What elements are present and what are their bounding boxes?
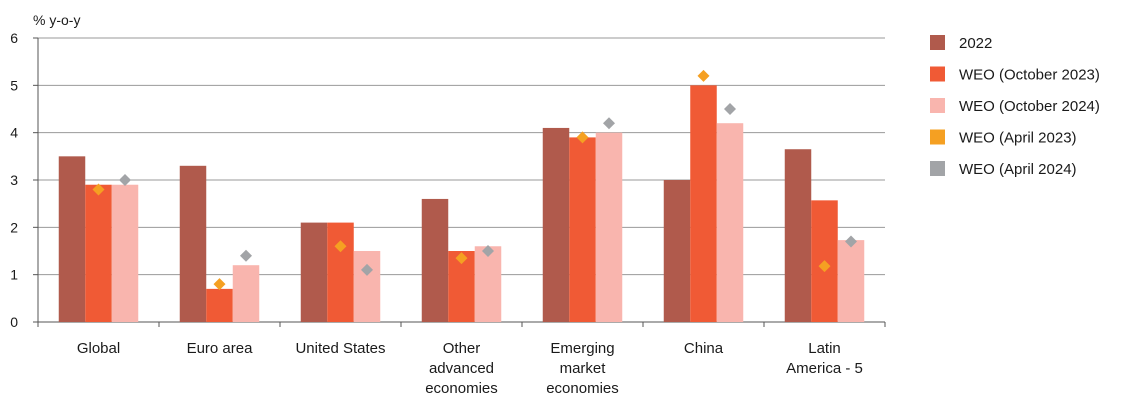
legend-label: WEO (October 2023) xyxy=(959,67,1100,84)
x-tick-label: United States xyxy=(295,340,385,357)
bar xyxy=(421,198,449,322)
gridlines xyxy=(38,37,885,276)
x-tick-label: China xyxy=(684,340,724,357)
bar xyxy=(595,132,623,322)
bar xyxy=(569,137,596,322)
bar xyxy=(85,184,112,322)
y-tick-label: 0 xyxy=(10,314,18,330)
x-tick-labels: Global Euro area United States Other advance… xyxy=(77,340,863,397)
legend-swatch xyxy=(930,161,945,176)
marker-diamond xyxy=(213,278,226,291)
marker-diamond xyxy=(334,240,347,253)
bar xyxy=(837,240,865,322)
bar xyxy=(179,165,207,322)
y-tick-label: 2 xyxy=(10,219,18,235)
y-tick-label: 3 xyxy=(10,172,18,188)
bar xyxy=(111,184,139,322)
bar xyxy=(58,156,86,322)
bar xyxy=(474,246,502,322)
marker-diamond xyxy=(697,69,710,82)
marker-diamond xyxy=(361,263,373,276)
bar xyxy=(784,149,812,322)
x-tick-label: Emerging market economies xyxy=(546,340,619,396)
bar xyxy=(206,288,233,322)
bar xyxy=(327,222,354,322)
legend-swatch xyxy=(930,129,945,145)
bar xyxy=(690,85,717,322)
bar xyxy=(716,123,744,322)
bar xyxy=(353,251,381,322)
marker-diamond xyxy=(119,174,131,186)
markers xyxy=(92,69,857,291)
y-tick-label: 6 xyxy=(10,30,18,46)
legend-label: WEO (April 2023) xyxy=(959,130,1077,147)
y-axis-label: % y-o-y xyxy=(33,12,80,28)
bars xyxy=(58,85,865,322)
marker-diamond xyxy=(455,252,468,265)
axes: % y-o-y 0 1 2 3 4 5 6 xyxy=(10,12,886,330)
y-tick-label: 4 xyxy=(10,125,18,141)
legend-label: 2022 xyxy=(959,35,992,52)
legend-label: WEO (October 2024) xyxy=(959,98,1100,115)
marker-diamond xyxy=(482,245,494,257)
marker-diamond xyxy=(240,249,252,262)
marker-diamond xyxy=(603,117,615,130)
x-tick-label: Latin America - 5 xyxy=(786,340,863,377)
marker-diamond xyxy=(818,260,831,273)
x-tick-label: Euro area xyxy=(187,340,254,357)
bar xyxy=(300,222,328,322)
bar xyxy=(663,180,691,322)
legend-swatch xyxy=(930,66,945,82)
marker-diamond xyxy=(724,103,736,115)
marker-diamond xyxy=(92,183,105,196)
y-tick-label: 5 xyxy=(10,77,18,93)
legend-swatch xyxy=(930,35,945,50)
legend: 2022 WEO (October 2023) WEO (October 2024)… xyxy=(930,35,1100,178)
legend-label: WEO (April 2024) xyxy=(959,161,1077,178)
bar xyxy=(232,265,260,322)
marker-diamond xyxy=(576,131,589,144)
marker-diamond xyxy=(845,235,857,248)
x-tick-label: Other advanced economies xyxy=(425,340,498,396)
bar xyxy=(542,127,570,322)
y-tick-label: 1 xyxy=(10,267,18,283)
legend-swatch xyxy=(930,98,945,113)
x-tick-label: Global xyxy=(77,340,120,357)
